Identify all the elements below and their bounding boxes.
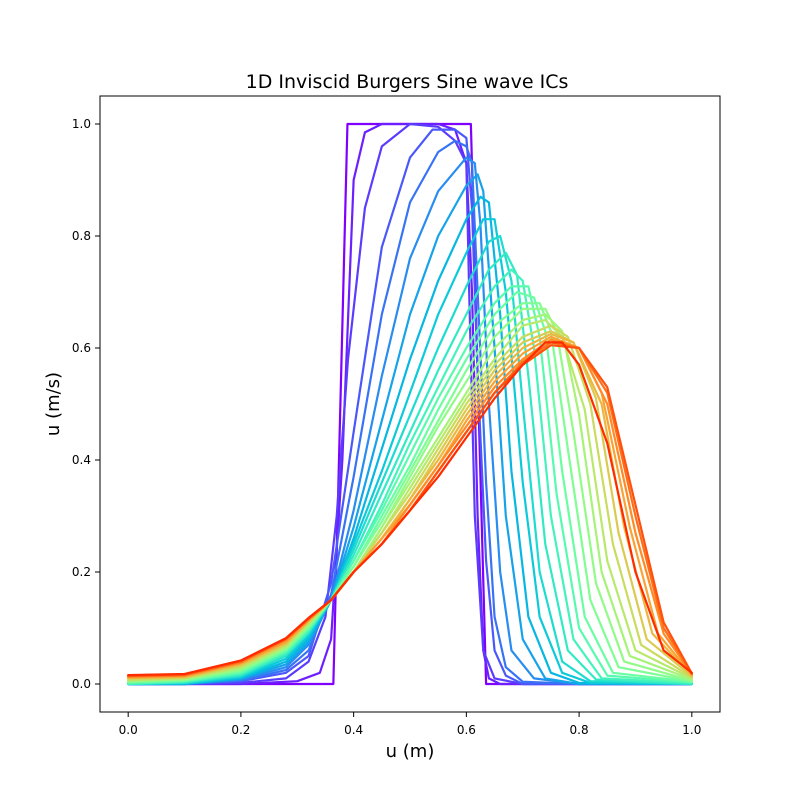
series-line-3 [127,128,693,686]
series-line-1 [127,122,693,686]
x-tick-label: 0.6 [457,723,476,737]
series-line-5 [127,156,693,686]
y-axis: 0.0 0.2 0.4 0.6 0.8 1.0 [72,117,100,691]
series-line-4 [127,139,693,686]
y-axis-label: u (m/s) [43,372,64,436]
y-tick-label: 0.2 [72,565,91,579]
series-line-11 [127,268,693,686]
y-tick-label: 0.8 [72,229,91,243]
x-axis-label: u (m) [386,741,435,762]
x-tick-label: 0.0 [119,723,138,737]
y-tick-label: 0.6 [72,341,91,355]
series-line-2 [127,122,693,686]
x-tick-label: 0.4 [344,723,363,737]
x-tick-label: 0.8 [570,723,589,737]
y-tick-label: 0.0 [72,677,91,691]
chart-title: 1D Inviscid Burgers Sine wave ICs [246,71,569,93]
series-line-8 [127,218,693,686]
series-layer [127,122,693,686]
y-tick-label: 1.0 [72,117,91,131]
series-line-25 [127,341,693,677]
x-tick-label: 0.2 [231,723,250,737]
series-line-10 [127,251,693,686]
plot-frame [99,95,721,713]
x-axis: 0.0 0.2 0.4 0.6 0.8 1.0 [119,712,701,737]
y-tick-label: 0.4 [72,453,91,467]
series-line-7 [127,195,693,686]
x-tick-label: 1.0 [682,723,701,737]
series-line-6 [127,173,693,686]
